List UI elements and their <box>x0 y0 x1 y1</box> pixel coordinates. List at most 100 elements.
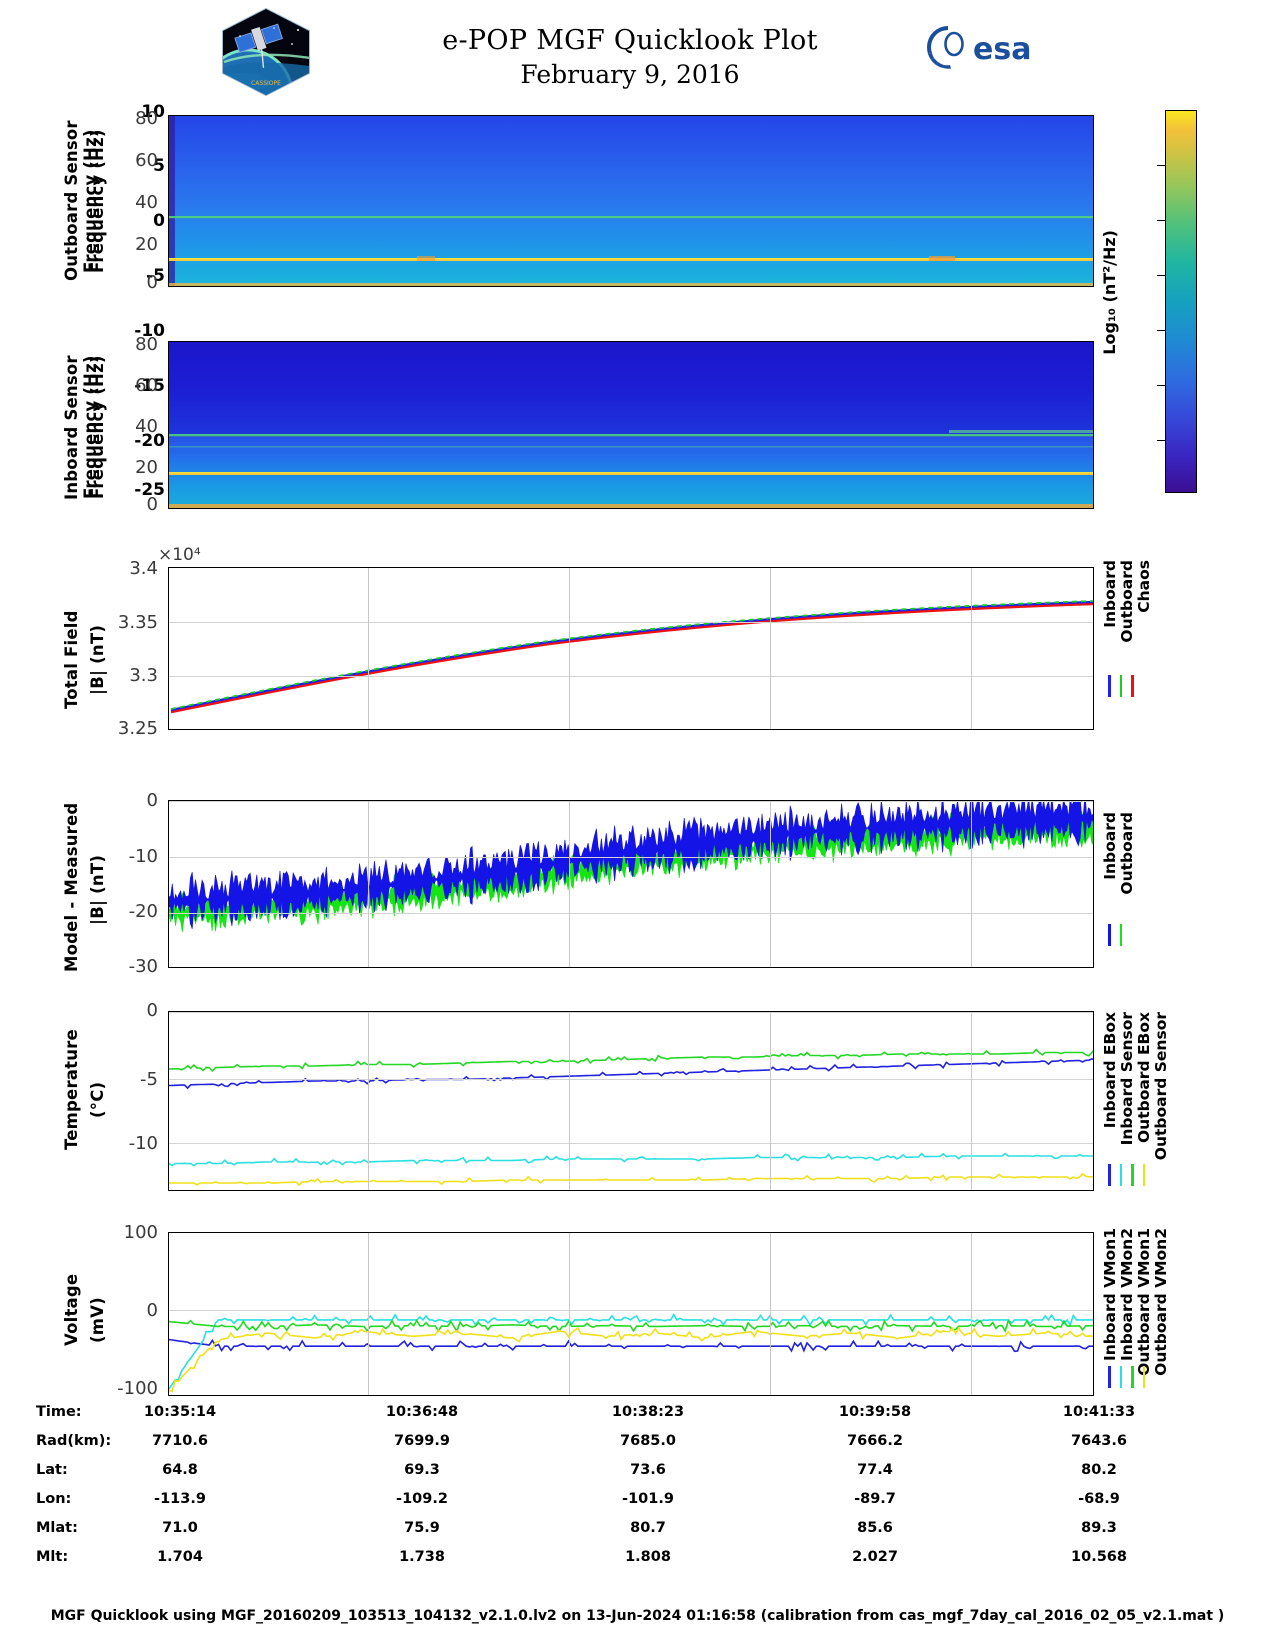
table-label-lon: Lon: <box>36 1491 72 1507</box>
model-measured-legend-outboard: Outboard <box>1118 812 1136 895</box>
table-value-rad-0: 7710.6 <box>152 1433 208 1449</box>
table-value-mlat-4: 89.3 <box>1081 1520 1117 1536</box>
temperature-ytick-m5: -5 <box>140 1069 158 1090</box>
colorbar-tick-3: -5 <box>146 266 165 286</box>
temperature-swatch-outboard-ebox <box>1131 1164 1134 1186</box>
temperature-swatch-inboard-ebox <box>1108 1164 1111 1186</box>
title-main-text: e-POP MGF Quicklook Plot <box>442 25 818 56</box>
table-label-time: Time: <box>36 1404 82 1420</box>
outboard-spectrogram-image <box>168 115 1094 287</box>
table-value-time-3: 10:39:58 <box>838 1404 912 1420</box>
table-label-mlat: Mlat: <box>36 1520 78 1536</box>
total-field-ytick-3p3: 3.3 <box>129 665 158 686</box>
colorbar-tickmark-5 <box>1157 385 1165 387</box>
total-field-legend-chaos: Chaos <box>1135 560 1153 613</box>
voltage-ytick-0: 0 <box>146 1300 158 1321</box>
voltage-plot <box>168 1232 1094 1396</box>
total-field-swatch-inboard <box>1108 675 1111 697</box>
total-field-ytick-3p35: 3.35 <box>117 612 158 633</box>
temperature-legend-inboard-sensor: Inboard Sensor <box>1118 1012 1136 1146</box>
total-field-legend-outboard: Outboard <box>1118 560 1136 643</box>
table-value-time-0: 10:35:14 <box>143 1404 217 1420</box>
table-row-lat: Lat: 64.8 69.3 73.6 77.4 80.2 <box>0 1462 1275 1491</box>
total-field-swatch-chaos <box>1131 675 1134 697</box>
model-measured-ytick-m10: -10 <box>128 846 158 867</box>
table-value-rad-4: 7643.6 <box>1071 1433 1127 1449</box>
temperature-legend-inboard-ebox: Inboard EBox <box>1101 1012 1119 1129</box>
total-field-exponent: ×10⁴ <box>158 545 201 565</box>
table-row-rad: Rad(km): 7710.6 7699.9 7685.0 7666.2 764… <box>0 1433 1275 1462</box>
footer-provenance: MGF Quicklook using MGF_20160209_103513_… <box>50 1608 1225 1624</box>
model-measured-ylabel: Model - Measured <box>62 802 81 973</box>
table-value-lon-1: -109.2 <box>396 1491 448 1507</box>
temperature-ytick-m10: -10 <box>128 1133 158 1154</box>
esa-logo-icon: esa <box>926 26 1031 69</box>
table-value-mlt-2: 1.808 <box>625 1549 671 1565</box>
table-value-rad-1: 7699.9 <box>394 1433 450 1449</box>
table-value-mlat-2: 80.7 <box>630 1520 666 1536</box>
colorbar-tick-2: 0 <box>153 211 165 231</box>
panel-inboard-ylabel: Inboard Sensor Frequency (Hz) <box>62 355 100 500</box>
temperature-swatch-inboard-sensor <box>1119 1164 1123 1186</box>
table-value-lon-4: -68.9 <box>1078 1491 1120 1507</box>
colorbar-tickmark-6 <box>1157 440 1165 442</box>
temperature-legend-outboard-ebox: Outboard EBox <box>1135 1012 1153 1144</box>
page-title: e-POP MGF Quicklook Plot February 9, 201… <box>330 24 930 92</box>
table-value-lat-4: 80.2 <box>1081 1462 1117 1478</box>
temperature-legend-outboard-sensor: Outboard Sensor <box>1152 1012 1170 1161</box>
table-value-mlat-3: 85.6 <box>857 1520 893 1536</box>
table-value-mlt-3: 2.027 <box>852 1549 898 1565</box>
table-value-time-1: 10:36:48 <box>385 1404 459 1420</box>
outboard-ytick-40: 40 <box>135 192 158 213</box>
voltage-legend-outboard-vmon2: Outboard VMon2 <box>1152 1228 1170 1376</box>
colorbar-tickmark-3 <box>1157 275 1165 277</box>
table-value-mlt-1: 1.738 <box>399 1549 445 1565</box>
model-measured-swatch-outboard <box>1119 924 1123 946</box>
table-value-lon-2: -101.9 <box>622 1491 674 1507</box>
panel-inboard-ylabel-units: Frequency (Hz) <box>88 355 107 500</box>
outboard-ytick-60: 60 <box>135 150 158 171</box>
cassiope-mission-patch-icon: CASSIOPE <box>222 7 310 97</box>
inboard-ytick-0: 0 <box>146 494 158 515</box>
page-header: CASSIOPE e-POP MGF Quicklook Plot Februa… <box>0 0 1275 105</box>
table-value-time-4: 10:41:33 <box>1062 1404 1136 1420</box>
inboard-ytick-80: 80 <box>135 334 158 355</box>
colorbar-tick-5: -15 <box>134 376 165 396</box>
colorbar-tickmark-4 <box>1157 330 1165 332</box>
model-measured-ytick-m20: -20 <box>128 901 158 922</box>
table-value-lat-2: 73.6 <box>630 1462 666 1478</box>
table-row-time: Time: 10:35:14 10:36:48 10:38:23 10:39:5… <box>0 1404 1275 1433</box>
table-value-mlt-4: 10.568 <box>1071 1549 1127 1565</box>
colorbar-title: Log₁₀ (nT²/Hz) <box>1100 230 1119 355</box>
table-value-lon-0: -113.9 <box>154 1491 206 1507</box>
model-measured-ytick-0: 0 <box>146 790 158 811</box>
inboard-ytick-40: 40 <box>135 416 158 437</box>
colorbar <box>1165 110 1197 493</box>
table-value-rad-2: 7685.0 <box>620 1433 676 1449</box>
voltage-legend-inboard-vmon2: Inboard VMon2 <box>1118 1228 1136 1362</box>
svg-text:CASSIOPE: CASSIOPE <box>251 80 281 87</box>
table-value-lat-0: 64.8 <box>162 1462 198 1478</box>
table-row-lon: Lon: -113.9 -109.2 -101.9 -89.7 -68.9 <box>0 1491 1275 1520</box>
table-value-lat-3: 77.4 <box>857 1462 893 1478</box>
temperature-swatch-outboard-sensor <box>1142 1164 1146 1186</box>
colorbar-tick-7: -25 <box>134 480 165 500</box>
inboard-spectrogram-image <box>168 341 1094 509</box>
total-field-ytick-3p25: 3.25 <box>117 718 158 739</box>
table-value-lat-1: 69.3 <box>404 1462 440 1478</box>
voltage-legend-inboard-vmon1: Inboard VMon1 <box>1101 1228 1119 1362</box>
table-value-rad-3: 7666.2 <box>847 1433 903 1449</box>
svg-text:esa: esa <box>973 32 1031 67</box>
temperature-plot <box>168 1011 1094 1191</box>
total-field-ylabel: Total Field <box>62 610 81 710</box>
voltage-ytick-100: 100 <box>123 1222 158 1243</box>
voltage-ylabel: Voltage <box>62 1273 81 1347</box>
panel-outboard-ylabel: Outboard Sensor Frequency (Hz) <box>62 120 100 282</box>
colorbar-tick-4: -10 <box>134 321 165 341</box>
colorbar-tick-6: -20 <box>134 431 165 451</box>
table-row-mlat: Mlat: 71.0 75.9 80.7 85.6 89.3 <box>0 1520 1275 1549</box>
voltage-swatch-outboard-vmon1 <box>1131 1366 1134 1388</box>
temperature-ytick-0: 0 <box>146 1000 158 1021</box>
total-field-legend-inboard: Inboard <box>1101 560 1119 628</box>
colorbar-tickmark-1 <box>1157 165 1165 167</box>
